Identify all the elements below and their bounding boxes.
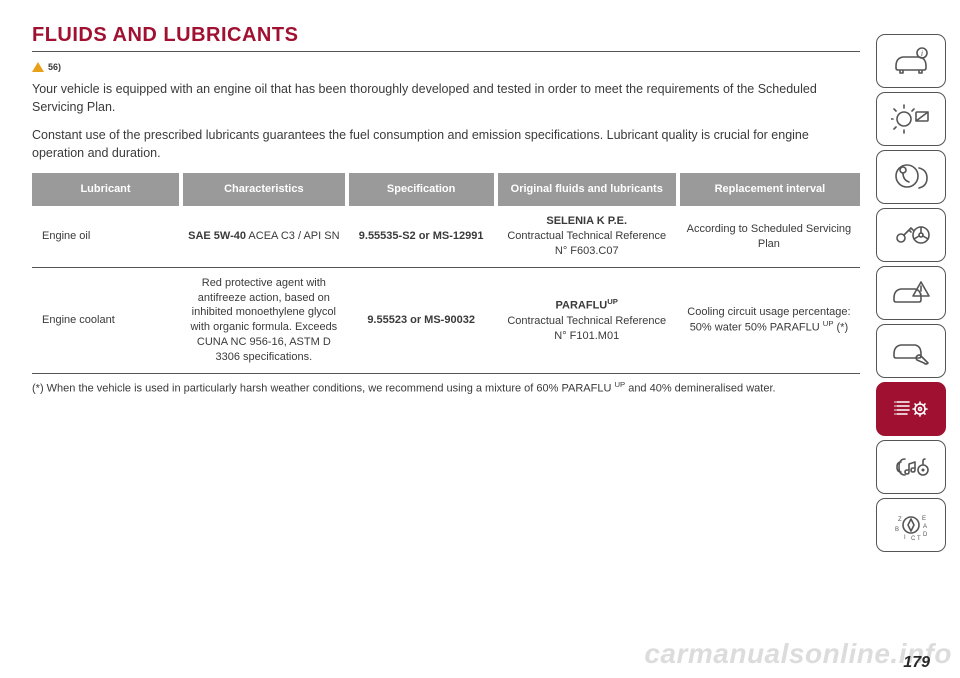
footnote: (*) When the vehicle is used in particul… <box>32 380 860 397</box>
svg-text:C: C <box>911 536 916 542</box>
col-characteristics: Characteristics <box>181 173 347 207</box>
content-area: FLUIDS AND LUBRICANTS 56) Your vehicle i… <box>32 24 860 397</box>
cell-fluid: PARAFLUUP Contractual Technical Referenc… <box>496 267 678 373</box>
page-number: 179 <box>903 654 930 672</box>
col-original-fluids: Original fluids and lubricants <box>496 173 678 207</box>
cell-characteristics: SAE 5W-40 ACEA C3 / API SN <box>181 206 347 267</box>
svg-text:A: A <box>923 524 927 530</box>
warning-reference: 56) <box>32 62 860 72</box>
sidebar-car-wrench-icon[interactable] <box>876 324 946 378</box>
sidebar-list-gear-icon[interactable] <box>876 382 946 436</box>
cell-characteristics: Red protective agent with antifreeze act… <box>181 267 347 373</box>
cell-replacement: Cooling circuit usage percentage: 50% wa… <box>678 267 860 373</box>
page-title: FLUIDS AND LUBRICANTS <box>32 24 860 52</box>
cell-lubricant: Engine coolant <box>32 267 181 373</box>
cell-specification: 9.55523 or MS-90032 <box>347 267 496 373</box>
intro-paragraph-1: Your vehicle is equipped with an engine … <box>32 80 860 116</box>
warning-ref-text: 56) <box>48 62 61 72</box>
sidebar-car-warning-icon[interactable] <box>876 266 946 320</box>
cell-fluid: SELENIA K P.E. Contractual Technical Ref… <box>496 206 678 267</box>
col-specification: Specification <box>347 173 496 207</box>
svg-text:E: E <box>922 516 926 522</box>
cell-replacement: According to Scheduled Servicing Plan <box>678 206 860 267</box>
col-replacement: Replacement interval <box>678 173 860 207</box>
table-row: Engine oil SAE 5W-40 ACEA C3 / API SN 9.… <box>32 206 860 267</box>
fluids-table: Lubricant Characteristics Specification … <box>32 173 860 374</box>
table-header-row: Lubricant Characteristics Specification … <box>32 173 860 207</box>
svg-text:I: I <box>904 535 906 541</box>
warning-icon <box>32 62 44 72</box>
table-row: Engine coolant Red protective agent with… <box>32 267 860 373</box>
sidebar-car-info-icon[interactable]: i <box>876 34 946 88</box>
svg-text:Z: Z <box>898 517 902 523</box>
svg-text:i: i <box>921 49 923 58</box>
cell-specification: 9.55535-S2 or MS-12991 <box>347 206 496 267</box>
svg-text:D: D <box>923 532 928 538</box>
sidebar-lights-icon[interactable] <box>876 92 946 146</box>
svg-text:B: B <box>895 527 899 533</box>
cell-lubricant: Engine oil <box>32 206 181 267</box>
sidebar-audio-nav-icon[interactable] <box>876 440 946 494</box>
section-sidebar: i ZB EAD ICT <box>876 34 946 552</box>
col-lubricant: Lubricant <box>32 173 181 207</box>
sidebar-airbag-icon[interactable] <box>876 150 946 204</box>
sidebar-compass-icon[interactable]: ZB EAD ICT <box>876 498 946 552</box>
sidebar-key-wheel-icon[interactable] <box>876 208 946 262</box>
svg-text:T: T <box>917 536 921 542</box>
intro-paragraph-2: Constant use of the prescribed lubricant… <box>32 126 860 162</box>
